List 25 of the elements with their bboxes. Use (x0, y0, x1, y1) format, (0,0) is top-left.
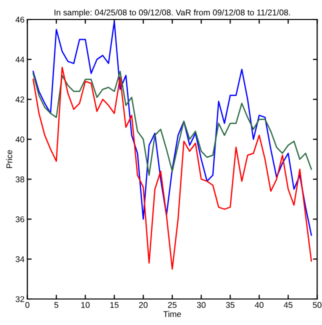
line-series (32, 70, 312, 176)
x-tick-label: 15 (110, 302, 119, 308)
chart-title: In sample: 04/25/08 to 09/12/08. VaR from 09/12/08 to 11/21/08. (54, 9, 290, 18)
y-tick-label: 32 (16, 296, 24, 302)
y-tick-label: 38 (16, 176, 24, 182)
x-tick-label: 10 (81, 302, 90, 308)
y-axis-title: Price (6, 150, 12, 168)
x-tick-label: 0 (25, 302, 30, 308)
line-series (32, 20, 312, 236)
x-tick-label: 25 (168, 302, 177, 308)
y-tick-label: 46 (16, 16, 24, 23)
x-tick-label: 35 (226, 302, 235, 308)
x-tick-label: 20 (139, 302, 148, 308)
y-tick-label: 42 (16, 96, 24, 102)
x-tick-label: 50 (312, 302, 322, 308)
y-tick-label: 44 (16, 56, 24, 62)
y-tick-label: 36 (16, 216, 24, 222)
y-tick-label: 34 (16, 256, 24, 262)
y-tick-label: 40 (16, 136, 24, 142)
x-tick-label: 5 (54, 302, 58, 308)
x-tick-label: 45 (284, 302, 292, 308)
line-series (32, 66, 312, 270)
x-axis-title: Time (163, 310, 182, 318)
x-tick-label: 40 (254, 302, 264, 308)
x-tick-label: 30 (196, 302, 206, 308)
